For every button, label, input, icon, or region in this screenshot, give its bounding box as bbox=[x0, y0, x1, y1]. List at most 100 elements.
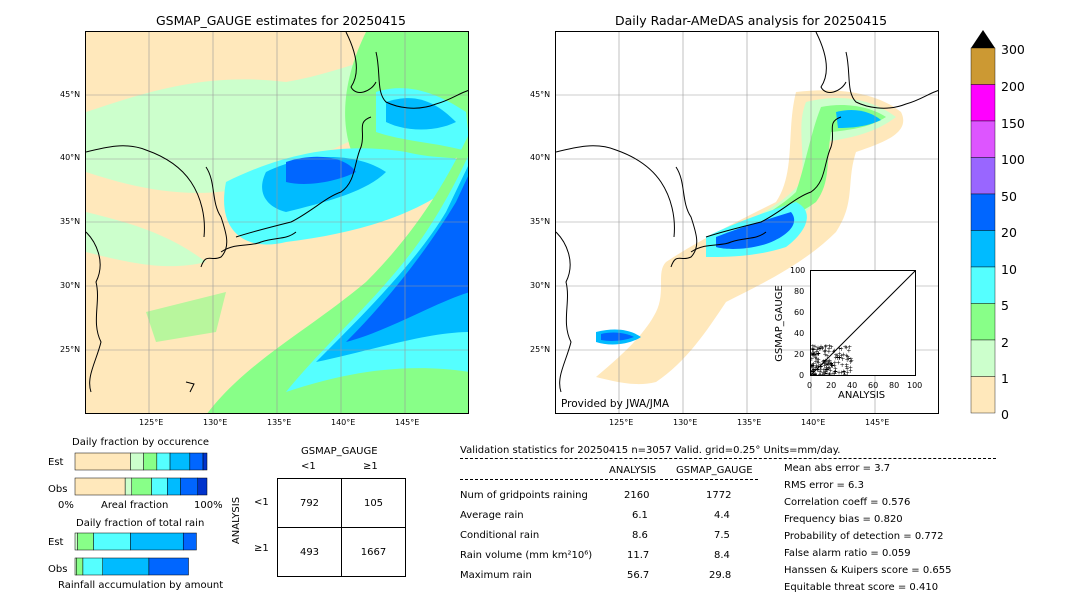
stats-row-analysis: 11.7 bbox=[627, 550, 650, 561]
bar-segment bbox=[74, 532, 78, 551]
scatter-point: + bbox=[820, 345, 825, 352]
scatter-point: + bbox=[845, 354, 850, 361]
scatter-point: + bbox=[825, 353, 830, 360]
colorbar-segment bbox=[970, 157, 996, 195]
colorbar-segment bbox=[970, 193, 996, 231]
bar-segment bbox=[202, 452, 208, 471]
scatter-point: + bbox=[848, 368, 853, 375]
ct-cell: 792 bbox=[277, 478, 342, 528]
scatter-point: + bbox=[842, 372, 847, 375]
scatter-point: + bbox=[812, 351, 817, 358]
stats-row-label: Num of gridpoints raining bbox=[460, 490, 588, 501]
scatter-point: + bbox=[811, 364, 815, 371]
right-lon-label: 125°E bbox=[609, 418, 634, 427]
stats-score: Mean abs error = 3.7 bbox=[784, 463, 891, 474]
rain-xlabel: Rainfall accumulation by amount bbox=[58, 580, 224, 591]
scatter-point: + bbox=[842, 369, 847, 375]
scatter-point: + bbox=[832, 363, 837, 370]
scatter-point: + bbox=[811, 347, 815, 354]
ct-col-ge: ≥1 bbox=[363, 461, 378, 472]
scatter-point: + bbox=[823, 358, 828, 365]
bar-segment bbox=[131, 477, 152, 496]
scatter-point: + bbox=[813, 365, 818, 372]
rain-obs-label: Obs bbox=[48, 564, 68, 575]
scatter-point: + bbox=[813, 371, 818, 375]
scatter-point: + bbox=[818, 367, 823, 374]
scatter-ytick: 20 bbox=[794, 350, 805, 359]
scatter-point: + bbox=[816, 350, 821, 357]
scatter-point: + bbox=[847, 344, 852, 351]
scatter-point: + bbox=[811, 363, 816, 370]
scatter-point: + bbox=[823, 370, 828, 375]
scatter-point: + bbox=[837, 355, 842, 362]
scatter-point: + bbox=[836, 369, 841, 375]
colorbar-segment bbox=[970, 84, 996, 122]
scatter-point: + bbox=[845, 366, 850, 373]
occurrence-bars bbox=[74, 452, 208, 496]
right-map-field bbox=[556, 32, 938, 413]
scatter-point: + bbox=[832, 347, 837, 354]
scatter-point: + bbox=[819, 364, 824, 371]
scatter-point: + bbox=[832, 371, 837, 375]
bar-segment bbox=[189, 452, 204, 471]
right-lon-label: 145°E bbox=[865, 418, 890, 427]
scatter-point: + bbox=[815, 367, 820, 374]
scatter-xtick: 80 bbox=[889, 381, 900, 390]
scatter-point: + bbox=[822, 371, 827, 375]
colorbar-tick: 300 bbox=[1001, 42, 1025, 57]
scatter-point: + bbox=[815, 347, 820, 354]
stats-score: RMS error = 6.3 bbox=[784, 480, 864, 491]
colorbar bbox=[970, 30, 996, 414]
scatter-point: + bbox=[827, 371, 832, 375]
scatter-point: + bbox=[811, 362, 815, 369]
scatter-point: + bbox=[811, 369, 814, 375]
scatter-point: + bbox=[827, 343, 832, 350]
scatter-point: + bbox=[811, 363, 814, 370]
scatter-point: + bbox=[830, 363, 835, 370]
scatter-point: + bbox=[822, 348, 827, 355]
scatter-point: + bbox=[840, 356, 845, 363]
bar-segment bbox=[167, 477, 181, 496]
scatter-point: + bbox=[811, 361, 816, 368]
stats-score: Correlation coeff = 0.576 bbox=[784, 497, 911, 508]
scatter-point: + bbox=[824, 362, 829, 369]
bar-segment bbox=[143, 452, 158, 471]
scatter-point: + bbox=[816, 357, 821, 364]
bar-segment bbox=[74, 452, 131, 471]
stats-score: Hanssen & Kuipers score = 0.655 bbox=[784, 565, 952, 576]
scatter-point: + bbox=[829, 362, 834, 369]
scatter-point: + bbox=[826, 349, 831, 356]
bar-segment bbox=[77, 532, 94, 551]
colorbar-tick: 2 bbox=[1001, 335, 1009, 350]
left-lat-label: 40°N bbox=[60, 153, 81, 162]
ct-cell: 493 bbox=[277, 527, 342, 577]
ct-row-ge: ≥1 bbox=[254, 543, 269, 554]
scatter-point: + bbox=[836, 360, 841, 367]
scatter-xlabel: ANALYSIS bbox=[838, 390, 886, 401]
left-lat-label: 35°N bbox=[60, 217, 81, 226]
colorbar-segment bbox=[970, 230, 996, 268]
scatter-xtick: 60 bbox=[868, 381, 879, 390]
scatter-point: + bbox=[825, 367, 830, 374]
scatter-point: + bbox=[829, 344, 834, 351]
scatter-point: + bbox=[811, 353, 816, 360]
scatter-point: + bbox=[844, 345, 849, 352]
scatter-point: + bbox=[849, 358, 854, 365]
scatter-point: + bbox=[817, 369, 822, 375]
scatter-point: + bbox=[811, 350, 816, 357]
bar-segment bbox=[180, 477, 199, 496]
scatter-point: + bbox=[839, 369, 844, 375]
stats-row-gsmap: 29.8 bbox=[709, 570, 732, 581]
scatter-point: + bbox=[823, 369, 828, 375]
scatter-point: + bbox=[828, 367, 833, 374]
scatter-point: + bbox=[827, 357, 832, 364]
scatter-point: + bbox=[811, 364, 815, 371]
scatter-point: + bbox=[822, 359, 827, 366]
scatter-point: + bbox=[811, 352, 816, 359]
scatter-point: + bbox=[818, 364, 823, 371]
scatter-point: + bbox=[811, 367, 816, 374]
scatter-point: + bbox=[818, 345, 823, 352]
scatter-plot: + + + + + + + + + + + + + + + + + + + + + + + + + + + + + + + + + + + + + + + +… bbox=[809, 270, 916, 379]
scatter-point: + bbox=[827, 346, 832, 353]
right-lon-label: 135°E bbox=[737, 418, 762, 427]
